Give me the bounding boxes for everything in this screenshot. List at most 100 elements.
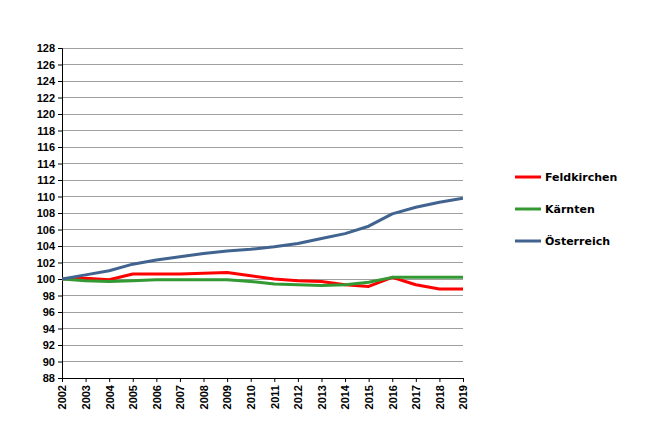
y-tick-mark <box>58 378 62 379</box>
y-tick: 128 <box>37 42 62 54</box>
y-tick-mark <box>58 48 62 49</box>
y-tick-label: 126 <box>37 59 55 71</box>
x-tick-mark <box>392 378 393 382</box>
y-tick-label: 118 <box>37 125 55 137</box>
x-tick-label: 2017 <box>410 385 422 409</box>
grid-line <box>62 262 463 263</box>
y-tick-label: 106 <box>37 224 55 236</box>
y-tick-label: 122 <box>37 92 55 104</box>
y-tick-label: 94 <box>43 323 56 335</box>
x-tick-label: 2002 <box>56 385 68 409</box>
x-tick-mark <box>274 378 275 382</box>
x-axis: 2002200320042005200620072008200920102011… <box>56 378 469 409</box>
grid-line <box>62 229 463 230</box>
x-tick: 2003 <box>80 378 92 409</box>
y-tick: 116 <box>37 141 62 153</box>
y-tick-label: 92 <box>43 339 55 351</box>
y-tick-mark <box>58 180 62 181</box>
grid-line <box>62 147 463 148</box>
y-tick: 94 <box>43 323 62 335</box>
y-tick-label: 110 <box>37 191 55 203</box>
x-tick-label: 2009 <box>221 385 233 409</box>
x-tick: 2017 <box>410 378 422 409</box>
legend-swatch <box>515 208 541 211</box>
x-tick-mark <box>298 378 299 382</box>
x-tick: 2014 <box>339 378 351 409</box>
y-tick-label: 102 <box>37 257 55 269</box>
y-tick: 106 <box>37 224 62 236</box>
y-tick-mark <box>58 81 62 82</box>
y-tick-mark <box>58 329 62 330</box>
x-tick-label: 2014 <box>339 384 351 409</box>
x-tick-label: 2010 <box>245 385 257 409</box>
y-tick-label: 120 <box>37 108 55 120</box>
x-tick: 2005 <box>127 378 139 409</box>
series-line <box>62 277 463 285</box>
y-tick: 100 <box>37 273 62 285</box>
y-tick-label: 96 <box>43 306 55 318</box>
grid-line <box>62 180 463 181</box>
x-tick: 2009 <box>221 378 233 409</box>
y-tick: 98 <box>43 290 62 302</box>
x-tick-label: 2015 <box>363 385 375 409</box>
legend-swatch <box>515 176 541 179</box>
legend-label: Kärnten <box>545 203 595 216</box>
y-tick: 114 <box>37 158 62 170</box>
y-tick-label: 90 <box>43 356 55 368</box>
x-tick: 2016 <box>387 378 399 409</box>
y-tick-label: 124 <box>37 75 56 87</box>
grid-line <box>62 246 463 247</box>
grid-line <box>62 130 463 131</box>
y-tick-mark <box>58 65 62 66</box>
x-tick: 2006 <box>151 378 163 409</box>
y-tick: 126 <box>37 59 62 71</box>
x-tick-label: 2008 <box>198 385 210 409</box>
y-tick: 118 <box>37 125 62 137</box>
y-tick-label: 114 <box>37 158 56 170</box>
legend-swatch <box>515 240 541 243</box>
y-axis: 8890929496981001021041061081101121141161… <box>37 42 63 384</box>
y-tick-mark <box>58 279 62 280</box>
grid-line <box>62 48 463 49</box>
x-tick: 2008 <box>198 378 210 409</box>
x-tick-label: 2005 <box>127 385 139 409</box>
y-tick: 122 <box>37 92 62 104</box>
x-tick-label: 2004 <box>104 384 116 409</box>
x-tick-mark <box>133 378 134 382</box>
y-tick: 96 <box>43 306 62 318</box>
y-tick: 102 <box>37 257 62 269</box>
y-tick-label: 104 <box>37 240 56 252</box>
y-tick-mark <box>58 147 62 148</box>
series-line <box>62 198 463 279</box>
series-lines <box>62 198 463 289</box>
y-tick-mark <box>58 197 62 198</box>
x-tick-mark <box>204 378 205 382</box>
y-tick-mark <box>58 114 62 115</box>
x-tick: 2015 <box>363 378 375 409</box>
x-tick: 2019 <box>457 378 469 409</box>
x-tick-label: 2019 <box>457 385 469 409</box>
x-tick-label: 2003 <box>80 385 92 409</box>
x-axis-line <box>63 379 464 383</box>
y-tick-mark <box>58 246 62 247</box>
plot: 8890929496981001021041061081101121141161… <box>37 42 470 409</box>
grid-line <box>62 312 463 313</box>
grid-line <box>62 295 463 296</box>
y-tick-label: 128 <box>37 42 55 54</box>
x-tick-mark <box>156 378 157 382</box>
y-tick: 120 <box>37 108 62 120</box>
y-tick: 88 <box>43 372 62 384</box>
x-tick: 2013 <box>316 378 328 409</box>
x-tick-mark <box>321 378 322 382</box>
grid-line <box>62 213 463 214</box>
y-tick-mark <box>58 362 62 363</box>
x-tick-label: 2016 <box>387 385 399 409</box>
x-tick-mark <box>109 378 110 382</box>
x-tick: 2004 <box>104 378 116 409</box>
x-tick-mark <box>86 378 87 382</box>
grid-line <box>62 196 463 197</box>
x-tick-mark <box>227 378 228 382</box>
y-tick: 110 <box>37 191 62 203</box>
legend: FeldkirchenKärntenÖsterreich <box>515 171 617 248</box>
x-tick-label: 2013 <box>316 385 328 409</box>
